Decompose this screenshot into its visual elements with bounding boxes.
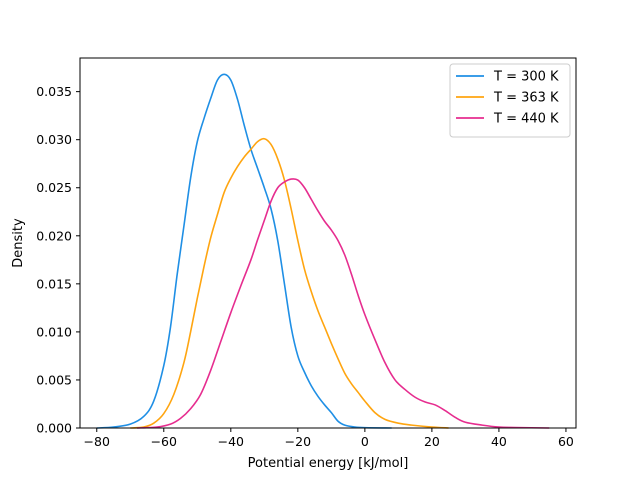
y-tick-label: 0.010 [36,324,72,339]
y-tick-label: 0.015 [36,276,72,291]
legend-label-2: T = 363 K [493,91,559,106]
y-tick-label: 0.000 [36,421,72,436]
x-tick-label: 60 [558,434,574,449]
series-line-2 [130,137,449,429]
x-tick-label: 0 [361,434,369,449]
x-axis-label: Potential energy [kJ/mol] [248,456,409,471]
legend-label-1: T = 300 K [493,70,559,85]
x-tick-label: 20 [424,434,440,449]
y-axis-label: Density [11,218,26,268]
y-tick-label: 0.020 [36,228,72,243]
y-tick-label: 0.005 [36,372,72,387]
series-line-3 [136,178,550,429]
x-tick-label: −40 [218,434,244,449]
x-tick-label: −20 [285,434,311,449]
x-tick-label: −60 [151,434,177,449]
x-tick-label: 40 [491,434,507,449]
y-tick-label: 0.035 [36,84,72,99]
y-tick-label: 0.030 [36,132,72,147]
y-axis: 0.000 0.005 0.010 0.015 0.020 0.025 0.030 0.035 [36,84,80,436]
legend-label-3: T = 440 K [493,112,559,127]
series-lines [96,73,550,429]
legend: T = 300 K T = 363 K T = 440 K [449,63,571,138]
x-axis: −80 −60 −40 −20 0 20 40 60 [84,428,574,449]
plot-frame [79,57,577,429]
y-tick-label: 0.025 [36,180,72,195]
series-line-1 [96,73,392,429]
x-tick-label: −80 [84,434,110,449]
